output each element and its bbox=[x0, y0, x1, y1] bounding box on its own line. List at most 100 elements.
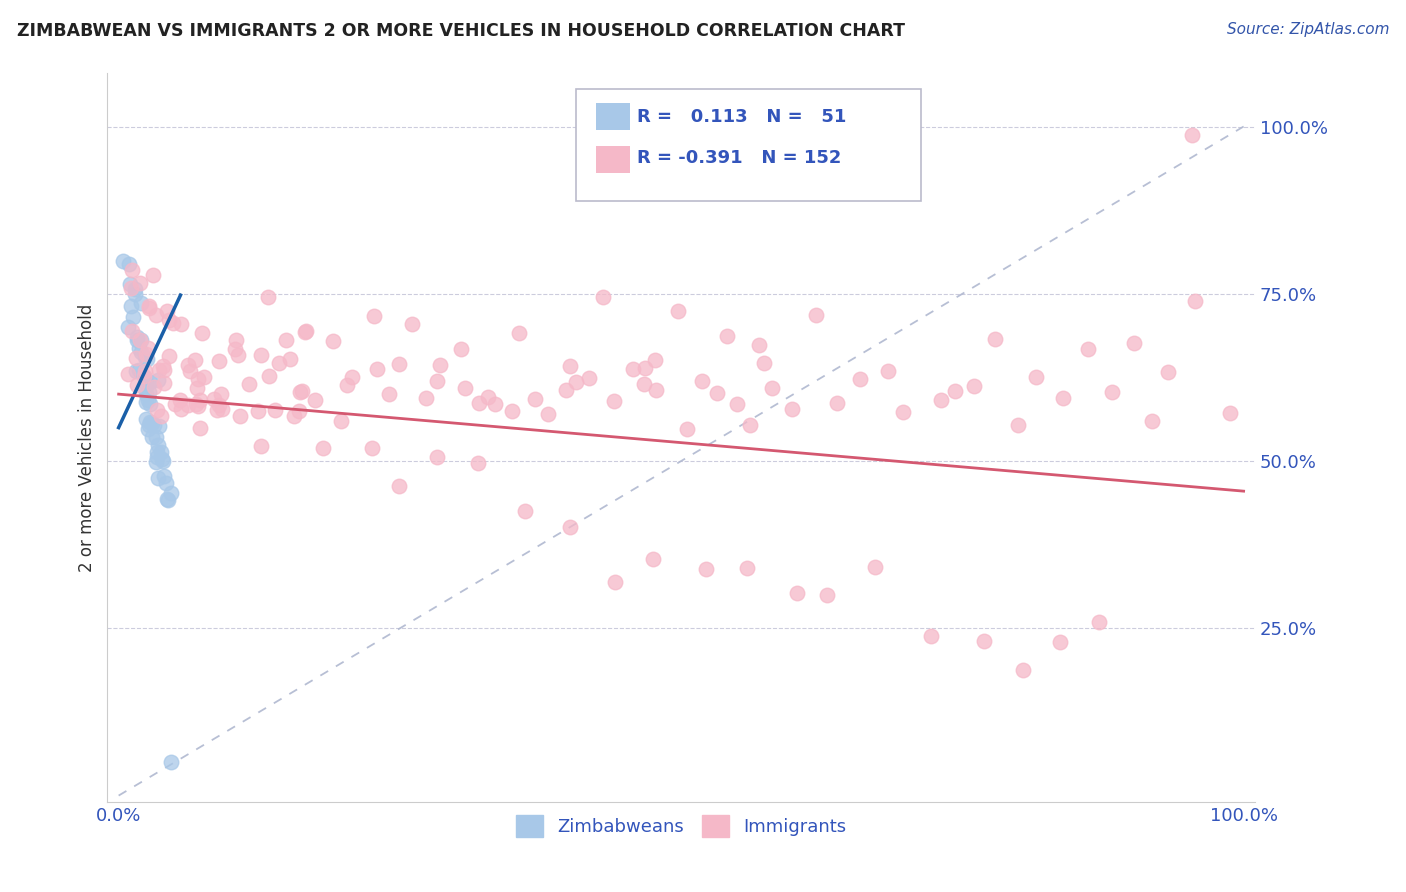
Point bbox=[121, 263, 143, 277]
Point bbox=[426, 374, 449, 388]
Point bbox=[125, 351, 148, 365]
Point bbox=[891, 405, 914, 419]
Point bbox=[1140, 413, 1163, 427]
Point bbox=[153, 376, 176, 390]
Point bbox=[145, 430, 167, 444]
Point bbox=[676, 422, 699, 436]
Point bbox=[157, 350, 180, 364]
Point bbox=[128, 333, 150, 347]
Point bbox=[560, 359, 582, 373]
Point bbox=[361, 441, 384, 455]
Point bbox=[141, 430, 163, 444]
Point bbox=[146, 373, 169, 387]
Point bbox=[186, 381, 208, 395]
Point bbox=[121, 325, 143, 339]
Point bbox=[125, 333, 148, 347]
Point bbox=[291, 384, 314, 399]
Point bbox=[135, 376, 157, 391]
Point bbox=[634, 361, 657, 376]
Point bbox=[125, 329, 148, 343]
Point bbox=[148, 471, 170, 485]
Point bbox=[138, 384, 160, 399]
Point bbox=[155, 475, 177, 490]
Text: R =   0.113   N =   51: R = 0.113 N = 51 bbox=[637, 108, 846, 126]
Point bbox=[267, 356, 290, 370]
Point bbox=[129, 296, 152, 310]
Point bbox=[134, 381, 156, 395]
Point bbox=[415, 391, 437, 405]
Point bbox=[815, 588, 838, 602]
Point bbox=[249, 439, 271, 453]
Point bbox=[156, 492, 179, 507]
Point bbox=[984, 332, 1007, 346]
Point bbox=[695, 562, 717, 576]
Point bbox=[152, 359, 174, 374]
Point bbox=[160, 755, 183, 769]
Point bbox=[188, 392, 211, 407]
Point bbox=[148, 363, 170, 377]
Point bbox=[644, 384, 666, 398]
Point bbox=[780, 401, 803, 416]
Point bbox=[973, 634, 995, 648]
Point bbox=[129, 344, 152, 359]
Point bbox=[134, 371, 156, 385]
Point bbox=[716, 328, 738, 343]
Point bbox=[943, 384, 966, 399]
Point bbox=[156, 304, 179, 318]
Point bbox=[177, 358, 200, 372]
Point bbox=[124, 286, 146, 301]
Point bbox=[145, 308, 167, 322]
Point bbox=[148, 438, 170, 452]
Point bbox=[211, 402, 233, 417]
Point bbox=[340, 370, 363, 384]
Point bbox=[184, 353, 207, 368]
Point bbox=[128, 363, 150, 377]
Point bbox=[136, 422, 159, 436]
Point bbox=[401, 317, 423, 331]
Point bbox=[228, 409, 250, 424]
Point bbox=[124, 281, 146, 295]
Point bbox=[603, 575, 626, 590]
Point bbox=[621, 362, 644, 376]
Point bbox=[177, 398, 200, 412]
Point bbox=[603, 394, 626, 409]
Point bbox=[754, 355, 776, 369]
Point bbox=[484, 397, 506, 411]
Point bbox=[117, 368, 139, 382]
Point bbox=[187, 371, 209, 385]
Point bbox=[377, 387, 399, 401]
Point bbox=[515, 503, 537, 517]
Point bbox=[187, 399, 209, 413]
Point bbox=[145, 455, 167, 469]
Point bbox=[162, 316, 184, 330]
Point bbox=[169, 392, 191, 407]
Point bbox=[159, 485, 181, 500]
Point bbox=[135, 386, 157, 401]
Point bbox=[124, 364, 146, 378]
Point bbox=[142, 418, 165, 433]
Point bbox=[450, 342, 472, 356]
Point bbox=[146, 402, 169, 417]
Point bbox=[202, 392, 225, 406]
Point bbox=[429, 358, 451, 372]
Point bbox=[962, 379, 984, 393]
Point bbox=[134, 363, 156, 377]
Point bbox=[207, 398, 229, 412]
Point bbox=[1052, 391, 1074, 405]
Point bbox=[477, 390, 499, 404]
Point bbox=[524, 392, 547, 406]
Point bbox=[121, 299, 143, 313]
Point bbox=[142, 268, 165, 283]
Point bbox=[501, 404, 523, 418]
Point bbox=[508, 326, 530, 341]
Y-axis label: 2 or more Vehicles in Household: 2 or more Vehicles in Household bbox=[79, 303, 96, 572]
Point bbox=[1007, 417, 1029, 432]
Point bbox=[135, 347, 157, 361]
Point bbox=[208, 353, 231, 368]
Point bbox=[205, 402, 228, 417]
Point bbox=[263, 403, 285, 417]
Point bbox=[644, 352, 666, 367]
Point bbox=[554, 383, 576, 397]
Point bbox=[363, 309, 385, 323]
Point bbox=[259, 369, 281, 384]
